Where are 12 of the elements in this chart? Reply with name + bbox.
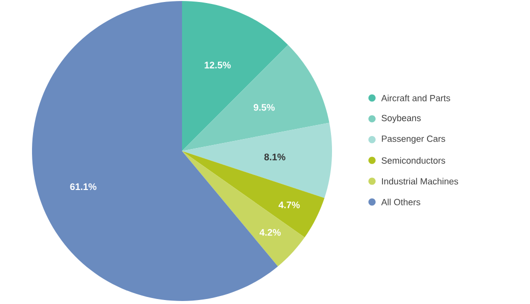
- legend-label: Aircraft and Parts: [381, 94, 450, 102]
- legend-label: All Others: [381, 198, 420, 206]
- legend-label: Passenger Cars: [382, 136, 446, 144]
- data-label: 61.1%: [70, 183, 96, 190]
- data-label: 4.2%: [260, 229, 281, 236]
- legend-label: Soybeans: [382, 114, 421, 123]
- legend-label: Semiconductors: [382, 157, 446, 164]
- legend-label: Industrial Machines: [382, 178, 458, 184]
- data-label: 9.5%: [254, 104, 275, 111]
- data-label: 8.1%: [264, 154, 286, 160]
- data-label: 4.7%: [278, 202, 300, 208]
- data-label: 12.5%: [204, 62, 231, 68]
